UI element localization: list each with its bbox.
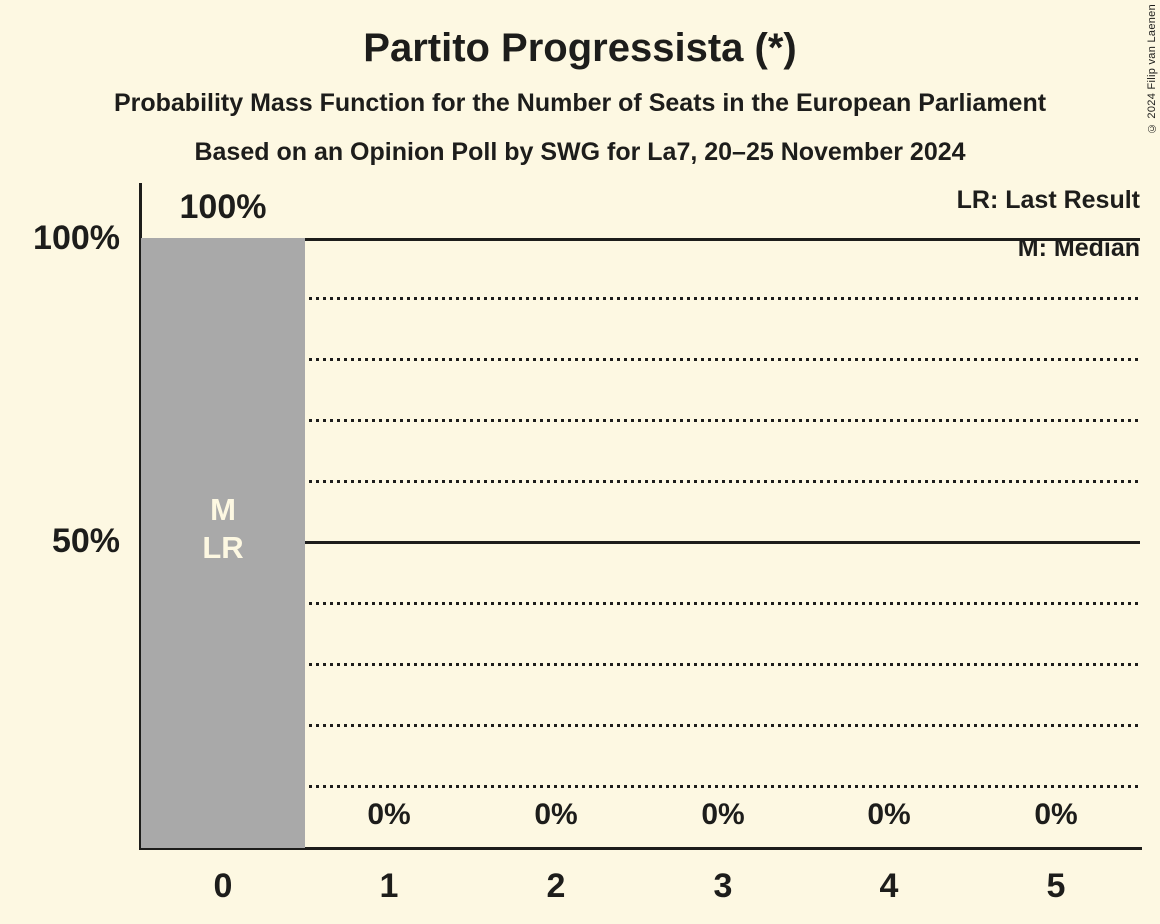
x-tick-2: 2 <box>546 867 566 905</box>
x-tick-1: 1 <box>379 867 399 905</box>
gridline-40pct <box>141 602 1140 605</box>
bar-value-label-0: 100% <box>179 188 267 226</box>
bar-value-label-4: 0% <box>867 798 911 831</box>
gridline-90pct <box>141 297 1140 300</box>
chart-subtitle: Probability Mass Function for the Number… <box>113 89 1047 117</box>
gridline-20pct <box>141 724 1140 727</box>
y-tick-50: 50% <box>51 522 120 560</box>
chart-title: Partito Progressista (*) <box>363 26 797 70</box>
x-tick-5: 5 <box>1046 867 1066 905</box>
legend-last-result: LR: Last Result <box>956 186 1140 214</box>
x-tick-4: 4 <box>879 867 899 905</box>
chart-source-subtitle: Based on an Opinion Poll by SWG for La7,… <box>194 138 966 166</box>
gridline-50pct <box>141 541 1140 544</box>
x-tick-3: 3 <box>713 867 733 905</box>
bar-annotation-median-lastresult: M LR <box>141 491 305 567</box>
gridline-70pct <box>141 419 1140 422</box>
last-result-marker: LR <box>202 530 244 565</box>
bar-value-label-5: 0% <box>1034 798 1078 831</box>
gridline-60pct <box>141 480 1140 483</box>
median-marker: M <box>210 492 236 527</box>
bar-value-label-2: 0% <box>534 798 578 831</box>
gridline-80pct <box>141 358 1140 361</box>
copyright-notice: © 2024 Filip van Laenen <box>1146 4 1158 135</box>
x-axis-line <box>139 847 1142 850</box>
bar-value-label-3: 0% <box>701 798 745 831</box>
gridline-30pct <box>141 663 1140 666</box>
y-tick-100: 100% <box>33 219 120 257</box>
gridline-10pct <box>141 785 1140 788</box>
bar-value-label-1: 0% <box>367 798 411 831</box>
x-tick-0: 0 <box>213 867 233 905</box>
gridline-100pct <box>141 238 1140 241</box>
legend-median: M: Median <box>1017 234 1140 262</box>
y-axis-line <box>139 183 142 850</box>
bar-seat-0 <box>141 238 305 848</box>
